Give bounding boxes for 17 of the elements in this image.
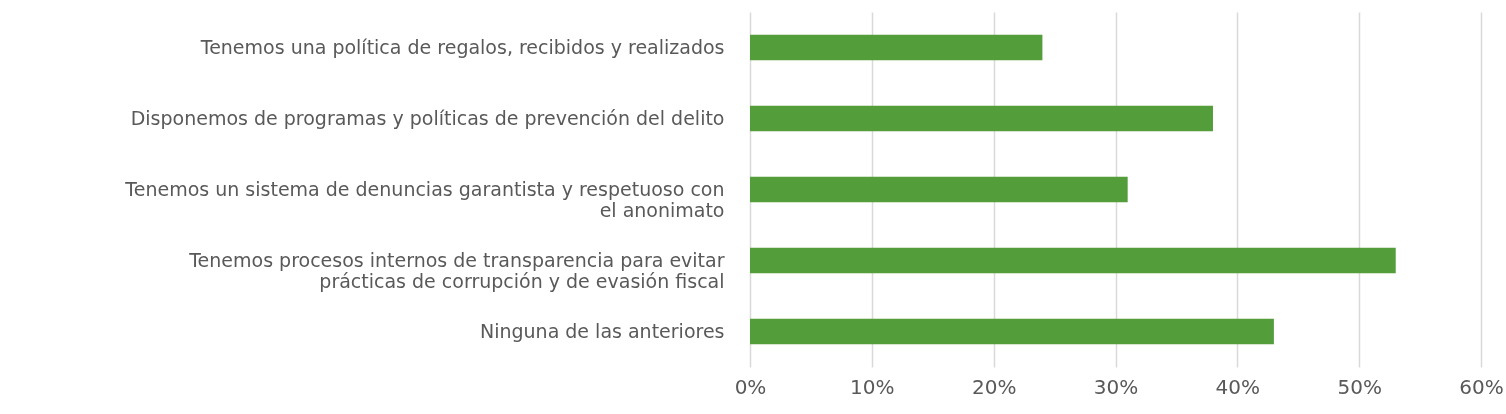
y-tick-label: Ninguna de las anteriores	[479, 319, 725, 342]
y-tick-label: Tenemos procesos internos de transparencia para evitar prácticas de corrupción y de evasión fiscal	[188, 248, 725, 292]
x-tick-label: 20%	[971, 374, 1017, 399]
x-tick-label: 30%	[1093, 374, 1139, 399]
x-tick-label: 60%	[1459, 374, 1504, 399]
y-tick-label: Disponemos de programas y políticas de prevención del delito	[130, 106, 725, 129]
x-tick-label: 10%	[850, 374, 895, 399]
x-tick-label: 0%	[734, 374, 767, 399]
x-tick-label: 50%	[1337, 374, 1382, 399]
x-tick-label: 40%	[1215, 374, 1261, 399]
y-tick-label: Tenemos una política de regalos, recibidos y realizados	[199, 35, 725, 58]
bar	[750, 176, 1128, 203]
bar	[750, 247, 1396, 274]
bar	[750, 105, 1213, 132]
bar	[750, 318, 1274, 345]
bar	[750, 34, 1043, 61]
y-tick-label: Tenemos un sistema de denuncias garantista y respetuoso con el anonimato	[124, 177, 725, 221]
